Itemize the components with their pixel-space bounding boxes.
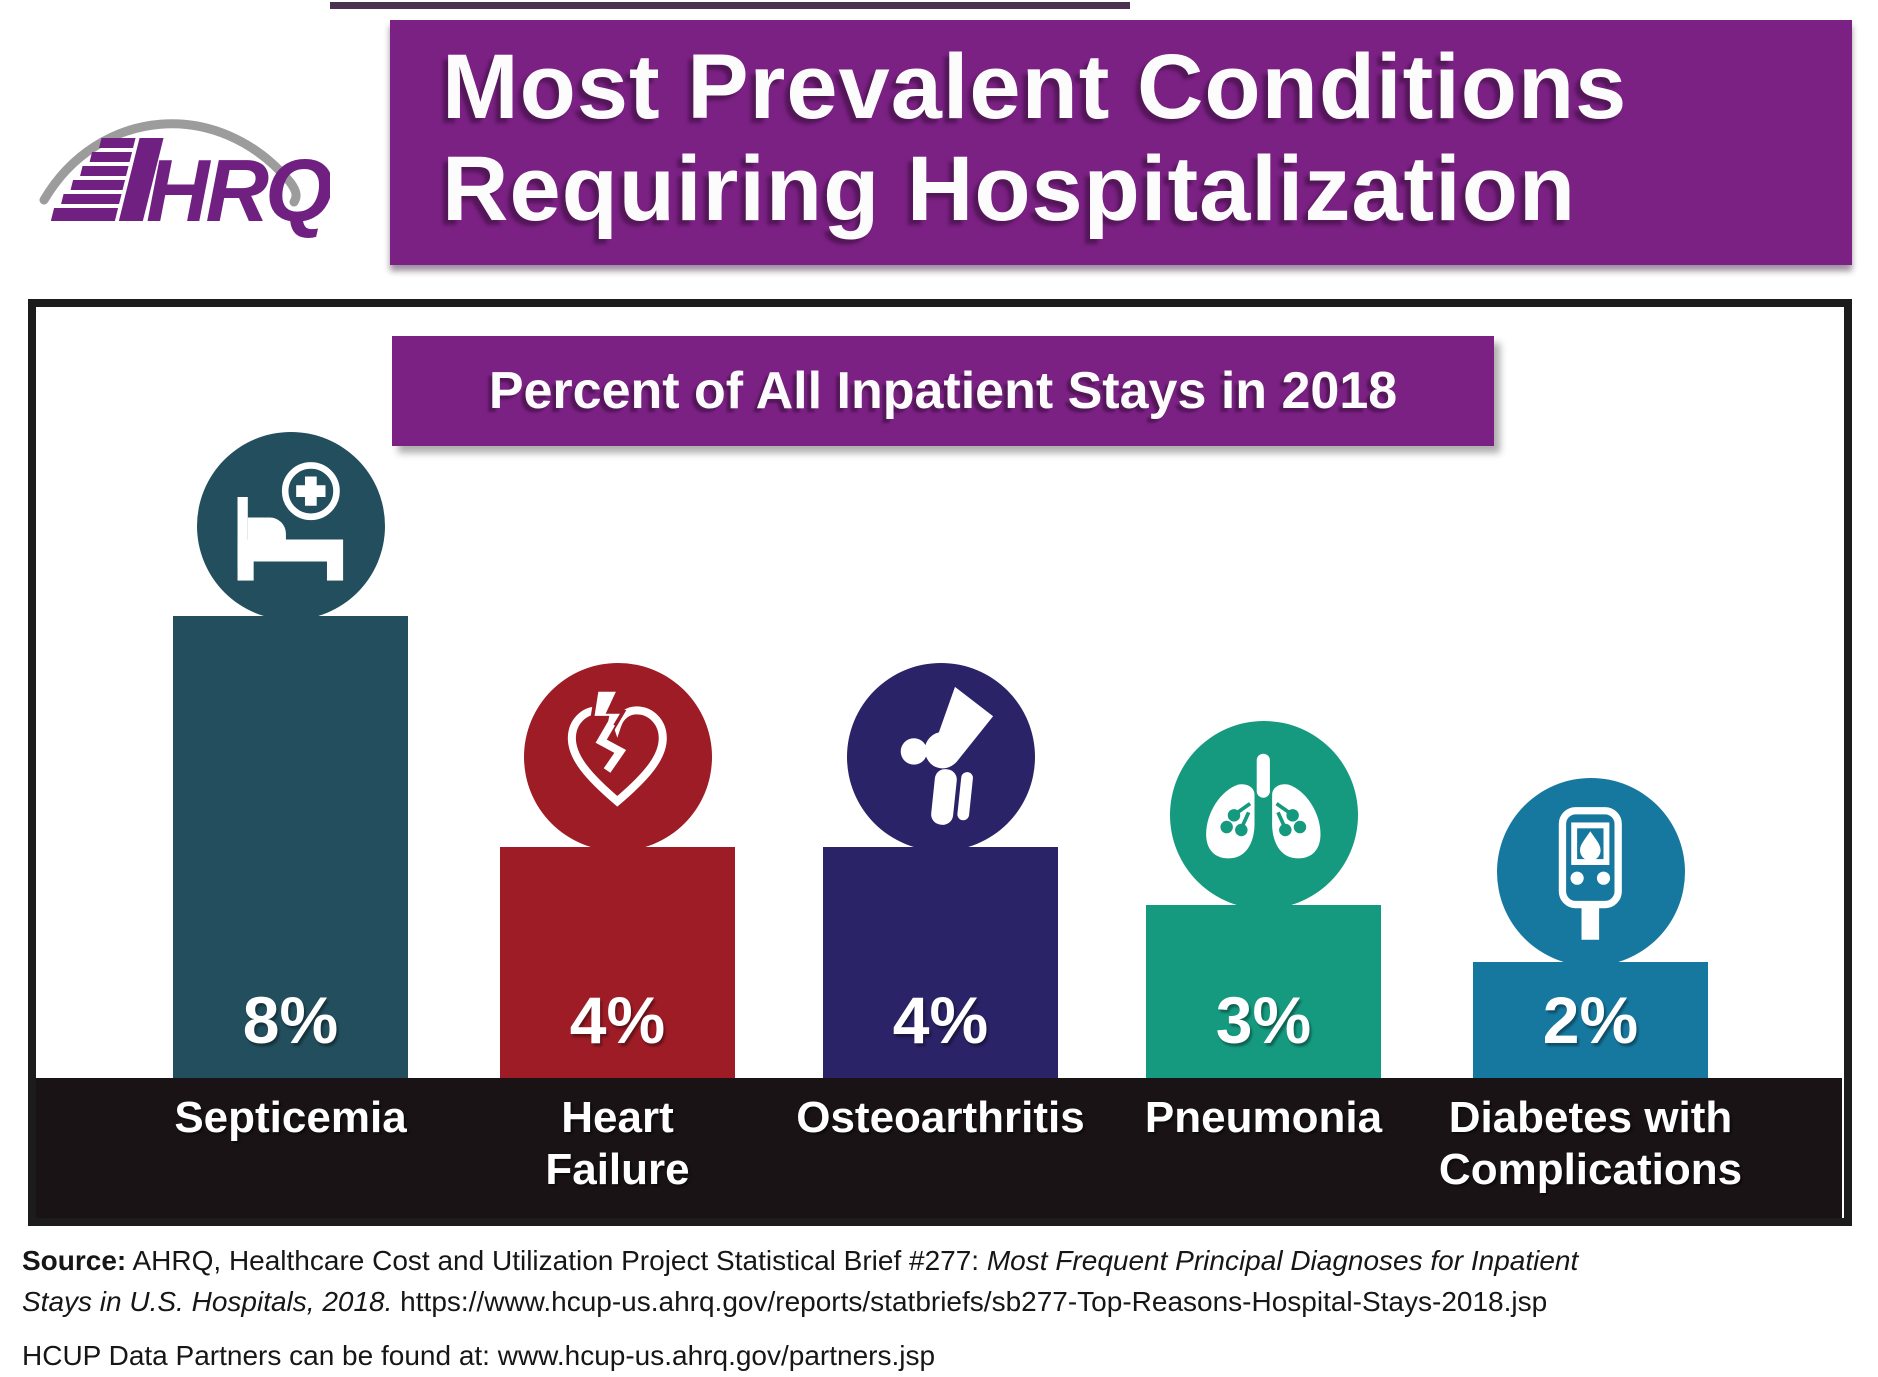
source-line-1: Source: AHRQ, Healthcare Cost and Utiliz…	[22, 1240, 1852, 1281]
hospital-bed-icon	[196, 432, 385, 620]
category-label-osteoarthritis: Osteoarthritis	[771, 1092, 1111, 1144]
bar-heart-failure: 4%	[500, 847, 735, 1078]
bar-pneumonia: 3%	[1146, 905, 1381, 1078]
source-title-italic-1: Most Frequent Principal Diagnoses for In…	[986, 1245, 1579, 1276]
bar-septicemia: 8%	[173, 616, 408, 1078]
category-label-line: Pneumonia	[1144, 1093, 1383, 1142]
category-label-line: Complications	[1438, 1145, 1743, 1194]
category-label-septicemia: Septicemia	[121, 1092, 461, 1144]
category-label-line: Septicemia	[174, 1093, 407, 1142]
source-text: AHRQ, Healthcare Cost and Utilization Pr…	[126, 1245, 987, 1276]
glucose-meter-icon	[1496, 778, 1685, 966]
page-title: Most Prevalent Conditions Requiring Hosp…	[390, 20, 1852, 240]
logo-stylized-a	[50, 138, 164, 221]
bar-value-label: 2%	[1542, 983, 1639, 1057]
category-label-line: Diabetes with	[1448, 1093, 1733, 1142]
category-label-line: Osteoarthritis	[796, 1093, 1085, 1142]
broken-heart-icon	[523, 663, 712, 851]
category-label-line: Heart	[561, 1093, 674, 1142]
source-line-2: Stays in U.S. Hospitals, 2018. https://w…	[22, 1281, 1852, 1322]
bar-value-label: 4%	[569, 983, 666, 1057]
lungs-icon	[1169, 721, 1358, 909]
chart-title-banner: Percent of All Inpatient Stays in 2018	[392, 336, 1494, 446]
logo-letters: HRQ	[146, 141, 330, 240]
category-label-band	[36, 1078, 1842, 1218]
knee-joint-icon	[846, 663, 1035, 851]
source-url: https://www.hcup-us.ahrq.gov/reports/sta…	[392, 1286, 1548, 1317]
title-line-2: Requiring Hospitalization	[442, 138, 1577, 240]
category-label-pneumonia: Pneumonia	[1094, 1092, 1434, 1144]
bar-value-label: 4%	[892, 983, 989, 1057]
category-label-line: Failure	[545, 1145, 690, 1194]
ahrq-logo: HRQ	[39, 119, 330, 240]
category-label-heart-failure: Heart Failure	[448, 1092, 788, 1196]
scan-artifact-line	[330, 2, 1130, 9]
partners-line: HCUP Data Partners can be found at: www.…	[22, 1340, 936, 1371]
logo-arc	[39, 119, 301, 207]
title-line-1: Most Prevalent Conditions	[442, 36, 1628, 138]
bar-diabetes-with-complications: 2%	[1473, 962, 1708, 1078]
bar-value-label: 3%	[1215, 983, 1312, 1057]
bar-osteoarthritis: 4%	[823, 847, 1058, 1078]
category-label-diabetes-with-complications: Diabetes with Complications	[1421, 1092, 1761, 1196]
source-label: Source:	[22, 1245, 127, 1276]
source-title-italic-2: Stays in U.S. Hospitals, 2018.	[22, 1286, 393, 1317]
source-block: Source: AHRQ, Healthcare Cost and Utiliz…	[22, 1240, 1852, 1376]
bar-value-label: 8%	[242, 983, 339, 1057]
title-banner: Most Prevalent Conditions Requiring Hosp…	[390, 20, 1852, 265]
